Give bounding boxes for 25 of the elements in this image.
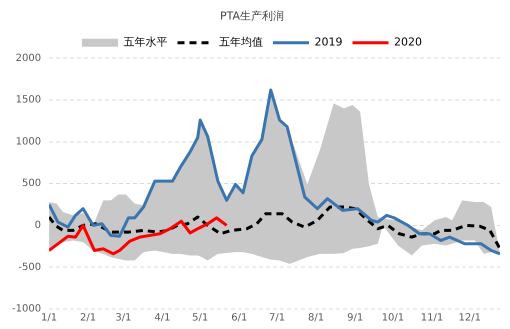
- y-tick-label: 1000: [16, 136, 42, 148]
- y-tick-label: -1000: [12, 304, 42, 315]
- x-tick-label: 1/1: [41, 312, 58, 324]
- legend-label: 2019: [314, 36, 343, 49]
- y-tick-label: 500: [22, 178, 42, 190]
- legend-label: 五年水平: [124, 36, 168, 49]
- x-tick-label: 10/1: [382, 312, 404, 324]
- x-tick-label: 6/1: [231, 312, 248, 324]
- legend-label: 2020: [394, 36, 422, 49]
- legend-label: 五年均值: [219, 36, 264, 49]
- y-tick-label: -500: [18, 262, 42, 273]
- x-tick-label: 8/1: [308, 312, 324, 324]
- chart-title: PTA生产利润: [220, 9, 284, 22]
- x-tick-label: 5/1: [192, 312, 208, 324]
- x-tick-label: 2/1: [80, 312, 96, 324]
- y-tick-label: 1500: [16, 94, 42, 106]
- y-tick-label: 2000: [16, 52, 42, 64]
- x-tick-label: 12/1: [458, 312, 482, 324]
- x-tick-label: 9/1: [347, 312, 364, 324]
- x-tick-label: 4/1: [154, 312, 170, 324]
- y-tick-label: 0: [34, 220, 42, 231]
- line-series: [49, 206, 500, 250]
- x-tick-label: 3/1: [115, 312, 132, 324]
- x-tick-label: 11/1: [420, 312, 444, 324]
- x-tick-label: 7/1: [269, 312, 286, 324]
